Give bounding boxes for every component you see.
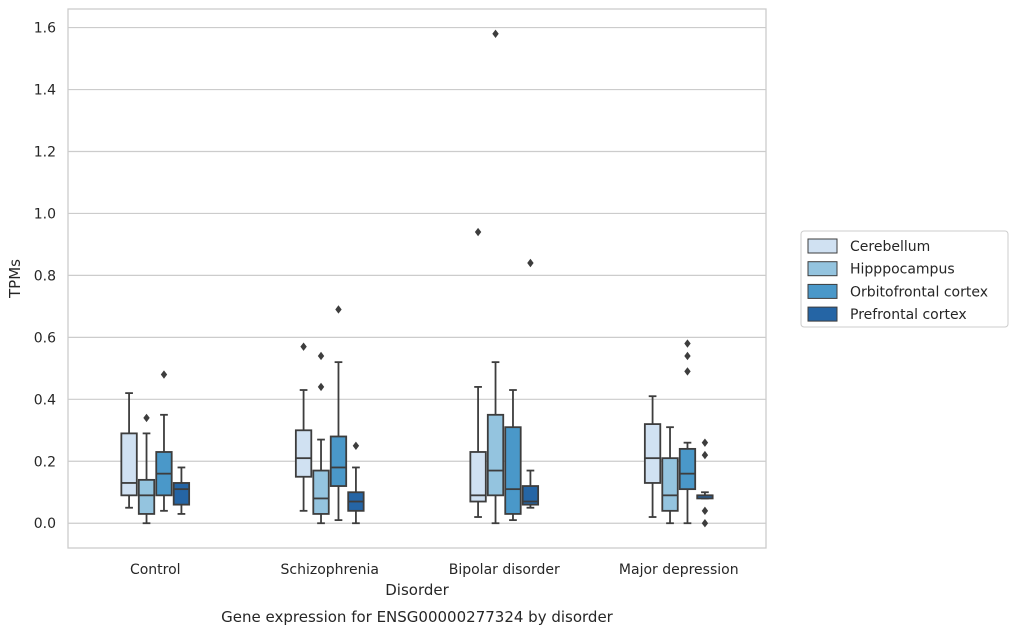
y-tick-label: 0.8 — [34, 268, 56, 284]
outlier-marker — [701, 450, 709, 460]
x-axis-title: Disorder — [385, 581, 449, 599]
outlier-marker — [143, 413, 150, 423]
y-tick-label: 0.6 — [34, 330, 56, 346]
outlier-marker — [352, 441, 360, 450]
y-axis-ticks: 0.0 0.2 0.4 0.6 0.8 1.0 1.2 1.4 1.6 — [34, 21, 56, 533]
legend-label: Orbitofrontal cortex — [850, 284, 988, 300]
outlier-marker — [474, 227, 482, 237]
outlier-marker — [701, 438, 709, 447]
legend-swatch — [807, 306, 838, 322]
box-iqr — [172, 482, 191, 506]
y-tick-label: 0.0 — [34, 516, 56, 532]
box-iqr — [643, 423, 662, 484]
legend-label: Prefrontal cortex — [850, 307, 967, 323]
outlier-marker — [492, 29, 499, 38]
box-0-1 — [137, 413, 156, 525]
outlier-marker — [300, 342, 307, 351]
category-group-1 — [294, 305, 365, 525]
box-1-3 — [347, 441, 365, 525]
x-axis-ticks: Control Schizophrenia Bipolar disorder Majo… — [130, 562, 739, 578]
box-iqr — [504, 426, 522, 515]
box-iqr — [486, 413, 505, 497]
box-iqr — [312, 469, 330, 515]
box-iqr — [521, 485, 540, 506]
category-group-0 — [120, 370, 191, 525]
box-3-2 — [678, 339, 697, 525]
y-tick-label: 0.4 — [34, 392, 56, 408]
box-3-3 — [696, 438, 714, 528]
box-3-1 — [661, 426, 679, 525]
outlier-marker — [335, 305, 342, 314]
x-tick-label: Control — [130, 562, 181, 578]
category-group-3 — [643, 339, 714, 528]
x-tick-label: Major depression — [619, 562, 739, 578]
box-iqr — [294, 429, 313, 478]
box-iqr — [120, 432, 138, 497]
box-1-0 — [294, 342, 313, 512]
box-2-0 — [469, 227, 487, 518]
y-tick-label: 1.2 — [34, 144, 56, 160]
outlier-marker — [160, 370, 168, 379]
x-tick-label: Schizophrenia — [281, 562, 379, 578]
y-tick-label: 1.6 — [34, 21, 56, 37]
outlier-marker — [684, 367, 691, 376]
category-group-2 — [469, 29, 540, 525]
box-1-1 — [312, 351, 330, 525]
outlier-marker — [317, 382, 325, 392]
box-0-0 — [120, 392, 138, 509]
outlier-marker — [527, 258, 534, 268]
box-0-3 — [172, 466, 191, 515]
box-2-3 — [521, 258, 540, 509]
x-tick-label: Bipolar disorder — [449, 562, 560, 578]
box-1-2 — [329, 305, 348, 522]
box-3-0 — [643, 395, 662, 518]
outlier-marker — [701, 506, 709, 516]
box-iqr — [469, 451, 487, 503]
y-axis-title: TPMs — [6, 259, 24, 299]
legend-label: Hipppocampus — [850, 262, 955, 278]
outlier-marker — [317, 351, 325, 361]
box-2-1 — [486, 29, 505, 525]
legend-swatch — [807, 261, 838, 277]
box-0-2 — [155, 370, 173, 512]
grid-lines — [68, 26, 766, 524]
y-tick-label: 1.0 — [34, 206, 56, 222]
y-tick-label: 0.2 — [34, 454, 56, 470]
legend-frame — [800, 230, 1009, 328]
legend-swatch — [807, 238, 838, 254]
box-iqr — [661, 457, 679, 512]
box-iqr — [329, 435, 348, 487]
legend-item-3: Prefrontal cortex — [807, 306, 967, 323]
box-iqr — [678, 447, 697, 491]
box-groups — [120, 29, 714, 528]
legend-swatch — [807, 283, 838, 299]
legend-item-0: Cerebellum — [807, 238, 930, 255]
outlier-marker — [684, 339, 691, 348]
legend-label: Cerebellum — [850, 239, 930, 255]
y-tick-label: 1.4 — [34, 83, 56, 99]
legend-item-1: Hipppocampus — [807, 261, 955, 278]
plot-frame — [67, 8, 767, 549]
chart-caption: Gene expression for ENSG00000277324 by d… — [221, 608, 614, 626]
outlier-marker — [701, 519, 709, 528]
box-2-2 — [504, 389, 522, 522]
outlier-marker — [684, 351, 691, 361]
legend: Cerebellum Hipppocampus Orbitofrontal cort… — [800, 230, 1009, 328]
legend-item-2: Orbitofrontal cortex — [807, 283, 988, 300]
box-iqr — [137, 478, 156, 515]
